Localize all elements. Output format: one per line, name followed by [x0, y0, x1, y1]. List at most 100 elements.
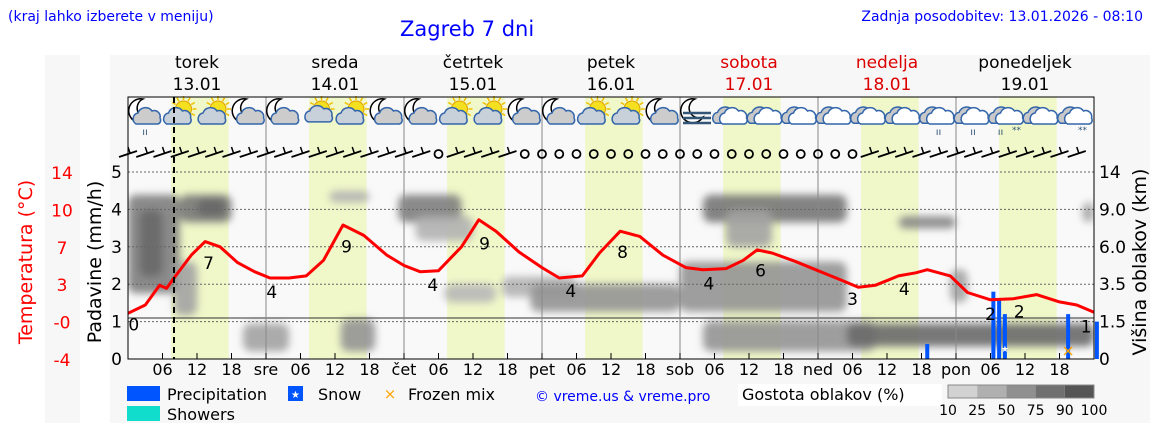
cloud-shape [649, 107, 679, 125]
barb-flag [920, 146, 925, 154]
barb-shaft [998, 150, 1018, 158]
x-tick-label: 06 [566, 360, 586, 379]
barb-shaft [463, 150, 483, 158]
wind-barb-icon [860, 146, 880, 158]
cloud-patch [726, 210, 772, 247]
snow-star-icon: ★ [291, 390, 300, 401]
wind-barb-icon [204, 146, 224, 158]
cloud-icon [850, 106, 886, 125]
sun-ray [210, 97, 215, 102]
temperature-label: 4 [899, 280, 910, 300]
cloud-rain-snow-icon: ıı ** [988, 106, 1024, 138]
moon-fog-icon [680, 98, 711, 125]
barb-flag [196, 146, 200, 154]
precipitation-bar [1066, 314, 1071, 359]
temperature-label: 4 [266, 283, 277, 303]
temperature-tick: 3 [57, 276, 68, 296]
temperature-label: 9 [341, 238, 352, 258]
temperature-label: 4 [703, 274, 714, 294]
day-name: petek [587, 53, 635, 73]
location-hint-link[interactable]: (kraj lahko izberete v meniju) [8, 9, 214, 25]
wind-barb-icon [239, 146, 259, 158]
wind-barb-icon [1067, 146, 1087, 158]
cloud-shape [304, 104, 334, 123]
wind-calm-icon [744, 149, 754, 159]
day-name: sreda [311, 53, 358, 73]
wind-calm-icon [537, 149, 547, 159]
barb-flag [213, 146, 217, 154]
wind-barb-icon [394, 146, 414, 158]
barb-flag [265, 146, 269, 154]
cloud-patch [398, 194, 462, 223]
barb-shaft [1050, 150, 1069, 158]
sun-ray [604, 101, 610, 106]
sun-ray [620, 101, 625, 106]
sun-ray [486, 97, 491, 102]
wind-barb-icon [912, 146, 931, 158]
legend-showers-swatch [127, 406, 160, 421]
wind-calm-icon [692, 149, 703, 159]
sun-ray [225, 101, 230, 106]
temperature-label: 4 [565, 282, 576, 302]
wind-calm-icon [726, 149, 737, 159]
day-date: 17.01 [725, 75, 774, 95]
barb-flag [368, 146, 373, 154]
moon-cloud-icon [645, 98, 679, 125]
wind-barb-icon [446, 146, 466, 158]
wind-barb-icon [256, 146, 276, 158]
sun-ray [190, 101, 196, 106]
barb-flag [161, 146, 166, 154]
sun-ray [206, 101, 211, 106]
x-tick-label: 06 [428, 360, 448, 379]
cloud-patch [444, 284, 496, 303]
moon-cloud-icon [231, 98, 265, 125]
snowflakes-icon: ** [1012, 126, 1022, 136]
temperature-tick: -4 [54, 351, 71, 371]
precip-tick: 1 [111, 313, 122, 333]
wind-barb-icon [894, 146, 914, 158]
cloud-patch [174, 261, 197, 316]
wind-barb-icon [170, 146, 190, 158]
day-date: 18.01 [863, 75, 912, 95]
sun-ray [348, 97, 353, 102]
cloud-patch [1082, 202, 1094, 223]
sun-ray [452, 97, 456, 102]
credit-link[interactable]: © vreme.us & vreme.pro [535, 389, 710, 405]
sun-ray [624, 97, 629, 102]
day-date: 19.01 [1001, 75, 1050, 95]
barb-shaft [170, 150, 190, 158]
x-tick-label: 06 [152, 360, 172, 379]
frozen-mix-marker-icon: × [1061, 341, 1074, 360]
day-name: ponedeljek [978, 53, 1072, 73]
temperature-label: 8 [617, 243, 628, 263]
day-name: sobota [720, 53, 778, 73]
x-tick-label: 18 [911, 360, 931, 379]
barb-shaft [1067, 150, 1087, 158]
sun-ray [309, 101, 315, 106]
cloud-shape [576, 107, 606, 125]
day-date: 16.01 [587, 75, 636, 95]
sun-ray [601, 97, 605, 102]
moon-cloud-icon [542, 98, 576, 125]
barb-shaft [256, 150, 276, 158]
barb-shaft [480, 150, 500, 158]
barb-flag [972, 146, 976, 154]
precipitation-bar [1002, 314, 1007, 359]
cloud-snow-icon: ** [1057, 106, 1093, 136]
sun-ray [501, 112, 506, 117]
x-tick-label: 12 [463, 360, 483, 379]
barb-flag [386, 146, 390, 154]
cloud-height-tick: 3.5 [1099, 275, 1126, 295]
barb-flag [351, 146, 355, 154]
wind-calm-icon [588, 149, 599, 159]
barb-shaft [291, 150, 310, 158]
barb-flag [282, 146, 286, 154]
moon-cloud-rain-icon: ıı [128, 98, 162, 138]
precip-tick: 2 [111, 275, 122, 295]
density-level-label: 90 [1056, 403, 1074, 419]
sun-ray [328, 101, 334, 106]
wind-calm-icon [519, 149, 530, 159]
rain-drops-icon: ıı [936, 127, 942, 138]
cloud-shape [270, 107, 300, 125]
